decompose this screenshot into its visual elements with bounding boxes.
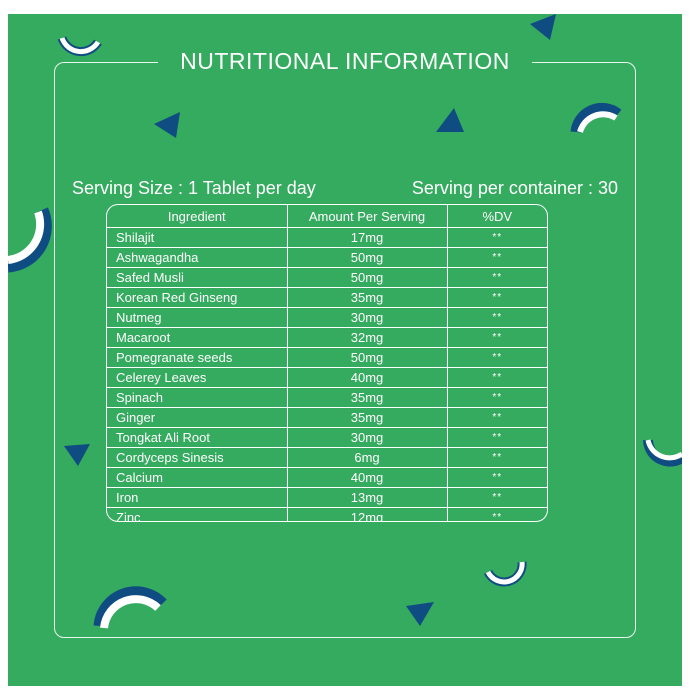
ingredient-cell: Shilajit — [107, 227, 288, 248]
ingredient-cell: Nutmeg — [107, 307, 288, 328]
dv-cell: ** — [446, 427, 547, 448]
nutrition-table: Ingredient Amount Per Serving %DV Shilaj… — [106, 204, 548, 522]
dv-cell: ** — [446, 227, 547, 248]
nutrition-panel: NUTRITIONAL INFORMATION Serving Size : 1… — [8, 14, 682, 686]
table-row: Korean Red Ginseng 35mg ** — [107, 287, 547, 308]
ingredient-cell: Zinc — [107, 507, 288, 521]
arc-shape-bottom-right — [483, 561, 527, 587]
amount-cell: 40mg — [286, 467, 448, 488]
ingredient-cell: Calcium — [107, 467, 288, 488]
dv-cell: ** — [446, 347, 547, 368]
amount-cell: 50mg — [286, 247, 448, 268]
arc-shape-top-left — [57, 36, 102, 57]
dv-cell: ** — [446, 507, 547, 521]
triangle-shape — [154, 112, 180, 138]
servings-per-container: Serving per container : 30 — [411, 178, 618, 198]
amount-cell: 12mg — [286, 507, 448, 521]
amount-cell: 35mg — [286, 407, 448, 428]
triangle-shape — [436, 108, 464, 132]
dv-cell: ** — [446, 247, 547, 268]
ingredient-cell: Safed Musli — [107, 267, 288, 288]
serving-size: Serving Size : 1 Tablet per day — [72, 178, 316, 198]
arc-shape-bottom-left — [93, 586, 167, 629]
amount-cell: 50mg — [286, 347, 448, 368]
ingredient-cell: Korean Red Ginseng — [107, 287, 288, 308]
table-row: Macaroot 32mg ** — [107, 327, 547, 348]
dv-cell: ** — [446, 407, 547, 428]
amount-cell: 32mg — [286, 327, 448, 348]
ingredient-cell: Tongkat Ali Root — [107, 427, 288, 448]
table-row: Tongkat Ali Root 30mg ** — [107, 427, 547, 448]
dv-cell: ** — [446, 487, 547, 508]
amount-cell: 35mg — [286, 287, 448, 308]
amount-cell: 50mg — [286, 267, 448, 288]
ingredient-cell: Cordyceps Sinesis — [107, 447, 288, 468]
ingredient-cell: Pomegranate seeds — [107, 347, 288, 368]
ingredient-cell: Iron — [107, 487, 288, 508]
dv-cell: ** — [446, 287, 547, 308]
table-row: Calcium 40mg ** — [107, 467, 547, 488]
amount-cell: 6mg — [286, 447, 448, 468]
arc-shape-left — [8, 207, 52, 273]
amount-cell: 30mg — [286, 307, 448, 328]
table-row: Celerey Leaves 40mg ** — [107, 367, 547, 388]
arc-shape-top-right — [570, 102, 622, 133]
dv-cell: ** — [446, 387, 547, 408]
table-row: Spinach 35mg ** — [107, 387, 547, 408]
dv-cell: ** — [446, 367, 547, 388]
table-row: Cordyceps Sinesis 6mg ** — [107, 447, 547, 468]
amount-cell: 17mg — [286, 227, 448, 248]
arc-shape-right — [643, 439, 682, 467]
dv-cell: ** — [446, 327, 547, 348]
table-row: Ginger 35mg ** — [107, 407, 547, 428]
header-ingredient: Ingredient — [107, 205, 288, 228]
dv-cell: ** — [446, 447, 547, 468]
amount-cell: 13mg — [286, 487, 448, 508]
table-row: Safed Musli 50mg ** — [107, 267, 547, 288]
ingredient-cell: Macaroot — [107, 327, 288, 348]
table-row: Pomegranate seeds 50mg ** — [107, 347, 547, 368]
ingredient-cell: Spinach — [107, 387, 288, 408]
dv-cell: ** — [446, 467, 547, 488]
page-title: NUTRITIONAL INFORMATION — [158, 46, 532, 76]
amount-cell: 35mg — [286, 387, 448, 408]
ingredient-cell: Celerey Leaves — [107, 367, 288, 388]
ingredient-cell: Ginger — [107, 407, 288, 428]
ingredient-cell: Ashwagandha — [107, 247, 288, 268]
table-row: Ashwagandha 50mg ** — [107, 247, 547, 268]
dv-cell: ** — [446, 307, 547, 328]
table-row: Nutmeg 30mg ** — [107, 307, 547, 328]
header-amount: Amount Per Serving — [286, 205, 448, 228]
amount-cell: 30mg — [286, 427, 448, 448]
triangle-shape — [406, 602, 434, 626]
decorative-shapes — [8, 14, 682, 629]
table-row: Zinc 12mg ** — [107, 507, 547, 521]
triangle-shape — [64, 444, 90, 466]
table-header-row: Ingredient Amount Per Serving %DV — [107, 205, 547, 228]
table-row: Iron 13mg ** — [107, 487, 547, 508]
triangle-shape — [530, 14, 556, 40]
header-dv: %DV — [446, 205, 547, 228]
dv-cell: ** — [446, 267, 547, 288]
table-row: Shilajit 17mg ** — [107, 227, 547, 248]
amount-cell: 40mg — [286, 367, 448, 388]
